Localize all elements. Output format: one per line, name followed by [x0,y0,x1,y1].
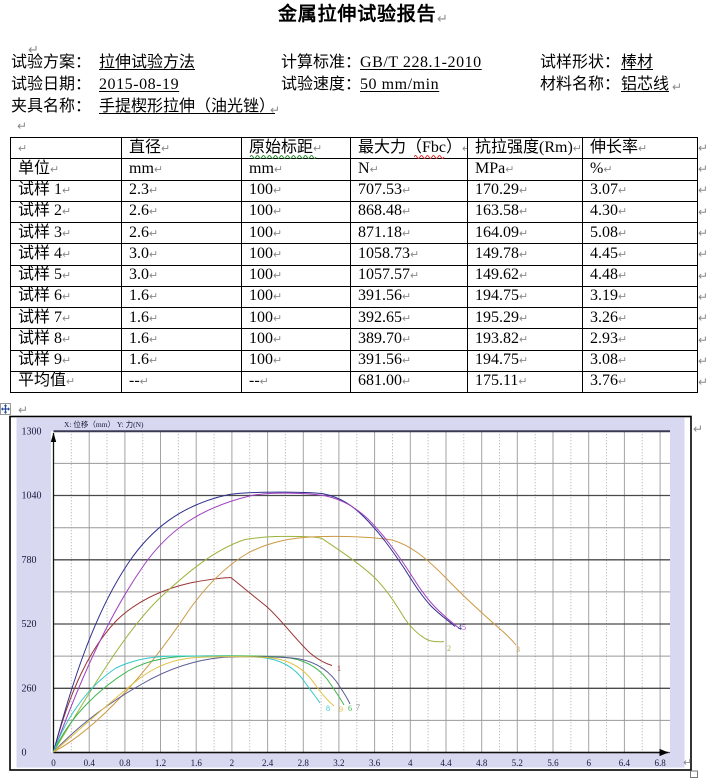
svg-text:6.8: 6.8 [654,758,666,768]
svg-text:4: 4 [458,623,462,632]
svg-text:1.2: 1.2 [155,758,166,768]
svg-text:0.4: 0.4 [84,758,96,768]
svg-text:0: 0 [22,748,27,759]
svg-text:2.8: 2.8 [298,758,310,768]
svg-text:4: 4 [408,758,413,768]
svg-text:520: 520 [22,619,37,630]
svg-text:5.6: 5.6 [547,758,559,768]
svg-text:3.2: 3.2 [333,758,344,768]
svg-text:2: 2 [447,644,451,653]
svg-text:260: 260 [22,684,37,695]
svg-text:5: 5 [462,623,466,632]
svg-text:1040: 1040 [22,491,42,502]
svg-text:4.8: 4.8 [476,758,488,768]
svg-text:9: 9 [339,705,343,714]
svg-text:7: 7 [356,703,360,712]
svg-text:0: 0 [51,758,56,768]
svg-text:780: 780 [22,555,37,566]
svg-text:3: 3 [516,645,520,654]
svg-text:1300: 1300 [22,427,42,438]
svg-text:0.8: 0.8 [119,758,131,768]
svg-text:5.2: 5.2 [512,758,523,768]
svg-text:8: 8 [326,704,330,713]
svg-text:1.6: 1.6 [191,758,203,768]
svg-text:6: 6 [586,758,591,768]
svg-text:3.6: 3.6 [369,758,381,768]
svg-text:1: 1 [337,664,341,673]
svg-text:6: 6 [348,704,352,713]
svg-text:4.4: 4.4 [440,758,452,768]
svg-text:2.4: 2.4 [262,758,274,768]
svg-text:X: 位移（mm） Y: 力(N): X: 位移（mm） Y: 力(N) [64,419,144,429]
svg-text:6.4: 6.4 [619,758,631,768]
svg-text:2: 2 [230,758,235,768]
